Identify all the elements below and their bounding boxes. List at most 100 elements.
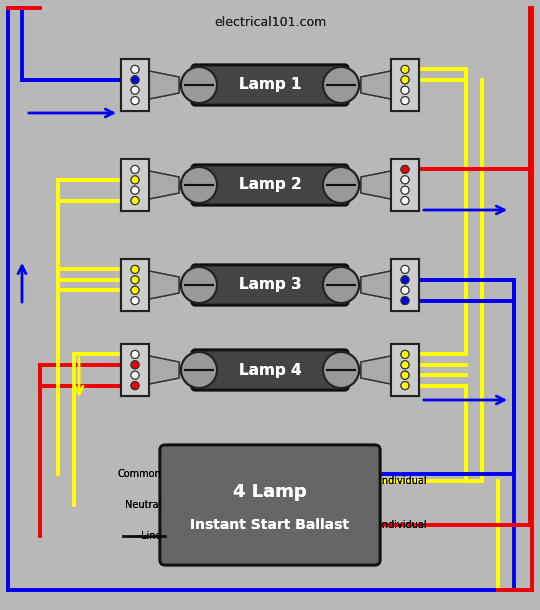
Circle shape [181,167,217,203]
FancyBboxPatch shape [160,445,380,565]
Circle shape [131,96,139,104]
Circle shape [323,67,359,103]
Bar [391,344,419,396]
Circle shape [181,167,217,203]
Polygon shape [149,71,179,99]
Circle shape [323,167,359,203]
Bar [391,159,419,211]
Circle shape [131,361,139,369]
Circle shape [181,352,217,388]
Text: Individual: Individual [379,520,427,530]
Circle shape [131,296,139,304]
Polygon shape [361,71,391,99]
Circle shape [131,265,139,273]
Circle shape [131,350,139,359]
FancyBboxPatch shape [192,165,348,205]
Polygon shape [149,356,179,384]
Circle shape [131,296,139,304]
Bar [121,344,149,396]
Circle shape [323,167,359,203]
FancyBboxPatch shape [192,65,348,105]
Circle shape [401,276,409,284]
Bar [121,259,149,311]
Text: Lamp 3: Lamp 3 [239,278,301,293]
Circle shape [401,196,409,204]
Circle shape [401,296,409,304]
Circle shape [181,67,217,103]
Circle shape [401,286,409,294]
Text: Common: Common [117,469,161,479]
Circle shape [401,76,409,84]
Text: Common: Common [117,469,161,479]
Polygon shape [361,356,391,384]
Circle shape [131,186,139,194]
Text: Individual: Individual [379,520,427,530]
Circle shape [131,286,139,294]
Polygon shape [149,171,179,199]
Text: Neutral: Neutral [125,500,161,510]
Circle shape [401,86,409,94]
Circle shape [401,65,409,73]
Circle shape [401,286,409,294]
Polygon shape [361,171,391,199]
Text: Lamp 1: Lamp 1 [239,77,301,93]
Text: Neutral: Neutral [125,500,161,510]
Text: Lamp 3: Lamp 3 [239,278,301,293]
Circle shape [401,265,409,273]
Bar [121,259,149,311]
Text: Lamp 4: Lamp 4 [239,362,301,378]
Circle shape [401,186,409,194]
FancyBboxPatch shape [192,265,348,305]
FancyBboxPatch shape [192,165,348,205]
Circle shape [401,96,409,104]
Circle shape [401,165,409,173]
Bar [391,344,419,396]
Circle shape [131,196,139,204]
Bar [121,159,149,211]
Polygon shape [149,356,179,384]
Text: Instant Start Ballast: Instant Start Ballast [191,518,349,532]
Circle shape [401,165,409,173]
Text: Individual: Individual [379,476,427,486]
Circle shape [323,352,359,388]
Circle shape [131,276,139,284]
FancyBboxPatch shape [192,350,348,390]
Circle shape [131,176,139,184]
Text: 4 Lamp: 4 Lamp [233,483,307,501]
Circle shape [401,86,409,94]
Circle shape [131,176,139,184]
Bar [391,259,419,311]
Circle shape [131,76,139,84]
Circle shape [401,371,409,379]
Circle shape [323,267,359,303]
Circle shape [131,382,139,390]
Circle shape [401,76,409,84]
Circle shape [131,186,139,194]
Circle shape [181,267,217,303]
Circle shape [401,176,409,184]
Circle shape [401,350,409,359]
Circle shape [131,86,139,94]
Circle shape [181,267,217,303]
Circle shape [131,165,139,173]
Text: electrical101.com: electrical101.com [214,15,326,29]
FancyBboxPatch shape [160,445,380,565]
Circle shape [401,361,409,369]
Circle shape [131,371,139,379]
Text: electrical101.com: electrical101.com [214,15,326,29]
Circle shape [131,350,139,359]
Circle shape [401,350,409,359]
Circle shape [131,371,139,379]
Polygon shape [149,71,179,99]
Circle shape [401,176,409,184]
Circle shape [131,65,139,73]
Circle shape [323,67,359,103]
Circle shape [401,265,409,273]
Bar [391,259,419,311]
Polygon shape [149,171,179,199]
Text: Instant Start Ballast: Instant Start Ballast [191,518,349,532]
Circle shape [131,276,139,284]
Circle shape [401,276,409,284]
Polygon shape [361,171,391,199]
Polygon shape [361,271,391,299]
